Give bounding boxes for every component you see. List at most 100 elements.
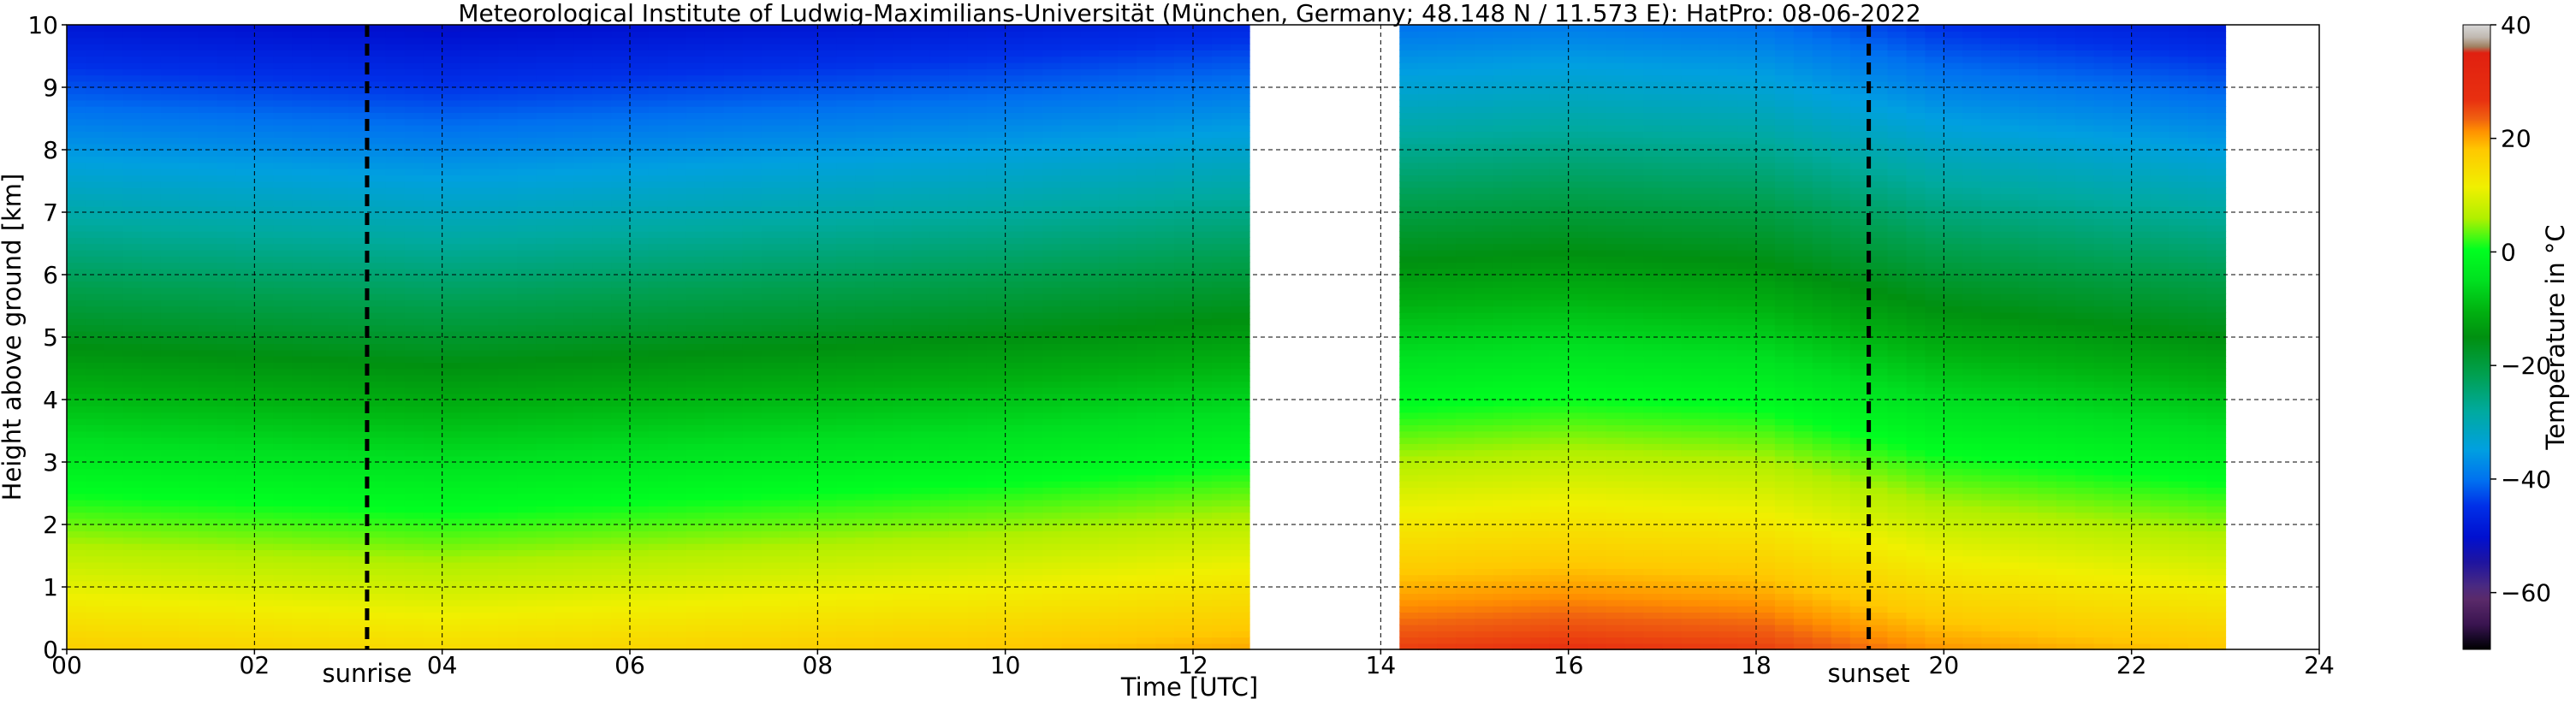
heatmap-cell xyxy=(780,330,800,338)
heatmap-cell xyxy=(104,324,124,332)
heatmap-cell xyxy=(311,305,330,313)
heatmap-cell xyxy=(160,536,181,544)
heatmap-cell xyxy=(874,162,893,169)
heatmap-cell xyxy=(292,643,312,650)
heatmap-cell xyxy=(611,561,631,569)
heatmap-cell xyxy=(967,374,988,382)
heatmap-cell xyxy=(780,299,800,307)
heatmap-cell xyxy=(986,318,1006,326)
heatmap-cell xyxy=(667,87,687,95)
heatmap-cell xyxy=(723,587,744,595)
heatmap-cell xyxy=(104,412,124,419)
heatmap-cell xyxy=(442,99,462,107)
heatmap-cell xyxy=(479,368,500,376)
heatmap-cell xyxy=(67,587,86,595)
heatmap-cell xyxy=(479,311,500,319)
heatmap-cell xyxy=(460,587,481,595)
heatmap-cell xyxy=(141,474,162,482)
heatmap-cell xyxy=(404,643,424,650)
heatmap-cell xyxy=(555,418,574,425)
heatmap-cell xyxy=(329,31,349,39)
heatmap-cell xyxy=(555,37,574,44)
heatmap-cell xyxy=(160,56,181,63)
heatmap-cell xyxy=(254,406,274,413)
heatmap-cell xyxy=(742,587,763,595)
heatmap-cell xyxy=(986,512,1006,519)
heatmap-cell xyxy=(780,637,800,644)
heatmap-cell xyxy=(198,599,218,607)
heatmap-cell xyxy=(385,262,406,270)
heatmap-cell xyxy=(292,299,312,307)
heatmap-cell xyxy=(517,318,537,326)
heatmap-cell xyxy=(122,493,143,501)
heatmap-cell xyxy=(967,324,988,332)
heatmap-cell xyxy=(442,62,462,69)
heatmap-cell xyxy=(498,343,519,351)
heatmap-cell xyxy=(798,468,819,476)
heatmap-cell xyxy=(273,574,293,582)
heatmap-cell xyxy=(179,400,199,407)
heatmap-cell xyxy=(667,436,687,444)
heatmap-cell xyxy=(967,243,988,251)
heatmap-cell xyxy=(761,105,781,113)
heatmap-cell xyxy=(366,137,387,145)
heatmap-cell xyxy=(648,637,668,644)
heatmap-cell xyxy=(948,468,969,476)
heatmap-cell xyxy=(122,618,143,625)
heatmap-cell xyxy=(385,343,406,351)
heatmap-cell xyxy=(929,243,950,251)
heatmap-cell xyxy=(761,330,781,338)
heatmap-cell xyxy=(366,237,387,245)
heatmap-cell xyxy=(648,381,668,388)
heatmap-cell xyxy=(423,468,443,476)
heatmap-cell xyxy=(498,468,519,476)
heatmap-cell xyxy=(423,287,443,294)
heatmap-cell xyxy=(704,374,725,382)
heatmap-cell xyxy=(141,193,162,201)
heatmap-cell xyxy=(348,287,368,294)
heatmap-cell xyxy=(704,137,725,145)
heatmap-cell xyxy=(122,561,143,569)
heatmap-cell xyxy=(423,561,443,569)
heatmap-cell xyxy=(592,499,612,507)
heatmap-cell xyxy=(141,330,162,338)
heatmap-cell xyxy=(704,124,725,132)
heatmap-cell xyxy=(311,524,330,532)
heatmap-cell xyxy=(141,499,162,507)
heatmap-cell xyxy=(311,343,330,351)
heatmap-cell xyxy=(198,631,218,638)
heatmap-cell xyxy=(780,499,800,507)
heatmap-cell xyxy=(723,374,744,382)
heatmap-cell xyxy=(442,93,462,101)
heatmap-cell xyxy=(517,524,537,532)
heatmap-cell xyxy=(911,218,931,226)
heatmap-cell xyxy=(893,199,912,207)
heatmap-cell xyxy=(630,443,650,451)
heatmap-cell xyxy=(442,561,462,569)
heatmap-cell xyxy=(404,574,424,582)
heatmap-cell xyxy=(442,618,462,625)
heatmap-cell xyxy=(630,205,650,213)
heatmap-cell xyxy=(836,193,856,201)
heatmap-cell xyxy=(479,168,500,175)
heatmap-cell xyxy=(479,624,500,631)
heatmap-cell xyxy=(141,337,162,345)
heatmap-cell xyxy=(555,493,574,501)
heatmap-cell xyxy=(498,324,519,332)
heatmap-cell xyxy=(517,512,537,519)
heatmap-cell xyxy=(986,143,1006,151)
heatmap-cell xyxy=(780,25,800,33)
heatmap-cell xyxy=(329,612,349,619)
heatmap-cell xyxy=(198,143,218,151)
heatmap-cell xyxy=(967,31,988,39)
heatmap-cell xyxy=(179,293,199,300)
heatmap-cell xyxy=(122,230,143,238)
heatmap-cell xyxy=(141,93,162,101)
heatmap-cell xyxy=(366,205,387,213)
heatmap-cell xyxy=(254,93,274,101)
heatmap-cell xyxy=(67,162,86,169)
heatmap-cell xyxy=(798,50,819,57)
heatmap-cell xyxy=(817,455,837,463)
heatmap-cell xyxy=(479,212,500,220)
heatmap-cell xyxy=(160,318,181,326)
